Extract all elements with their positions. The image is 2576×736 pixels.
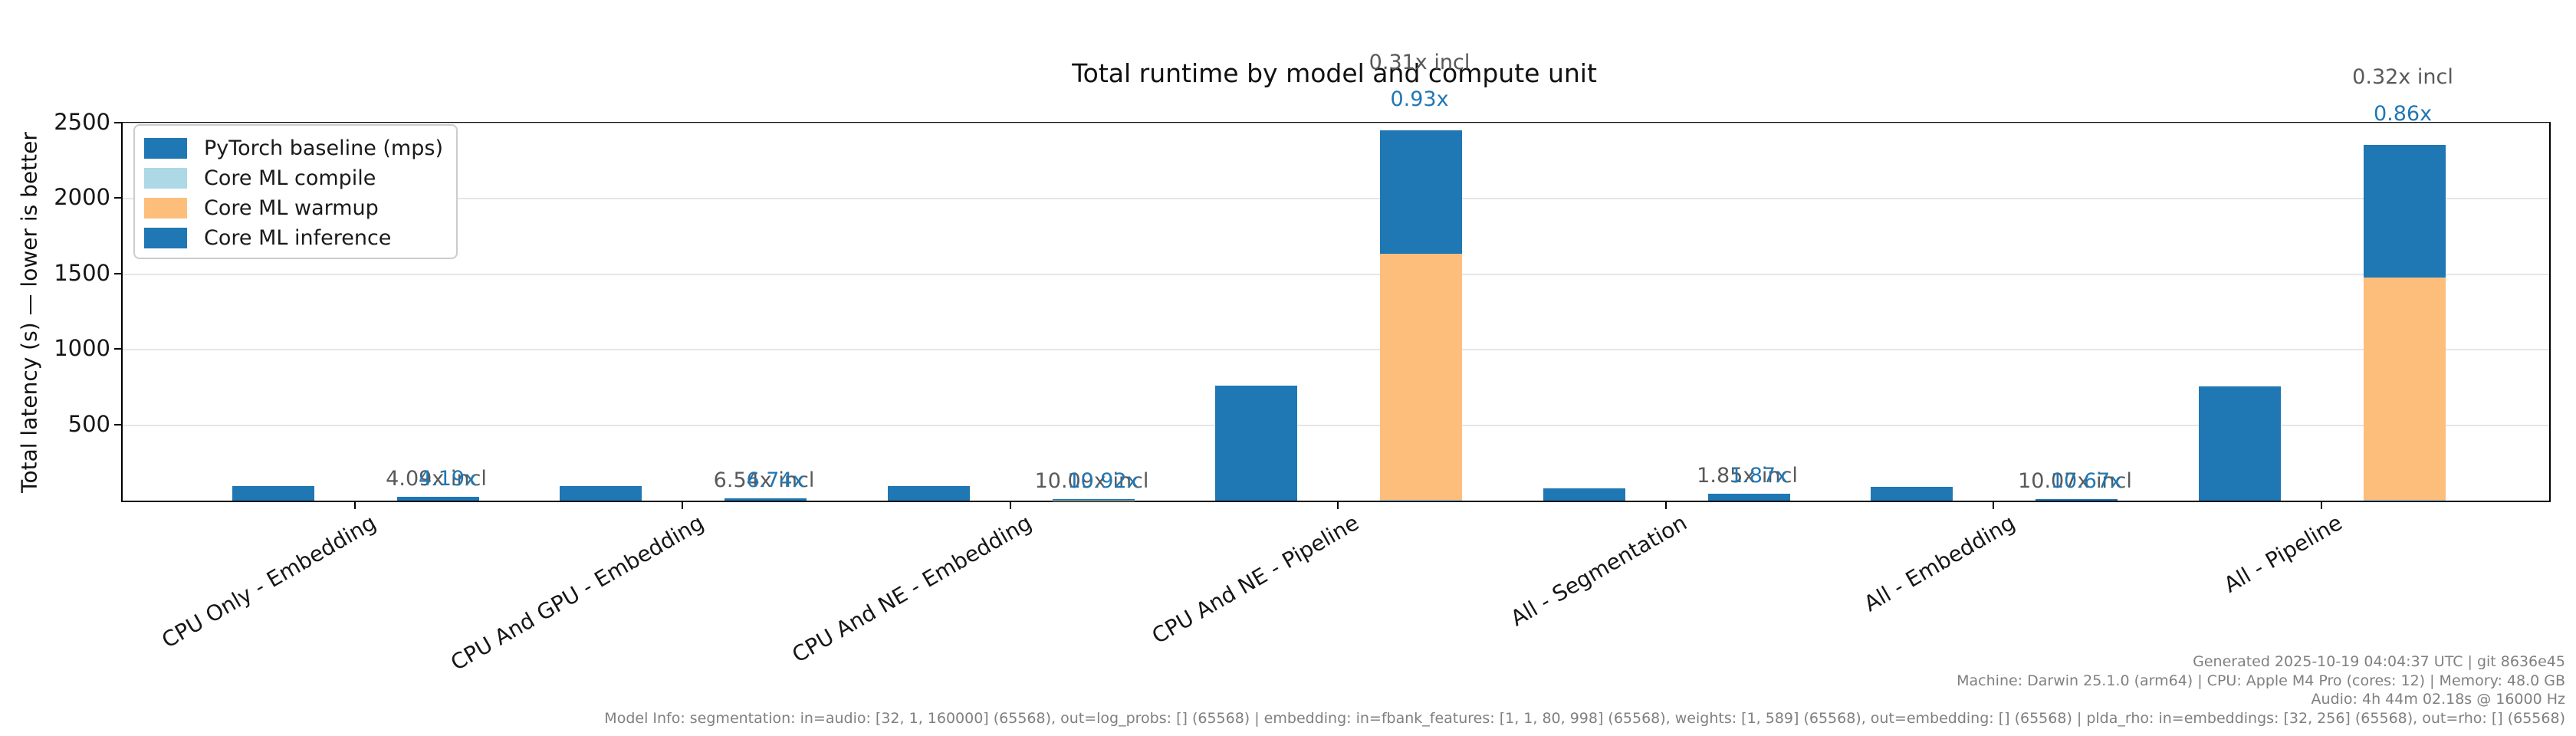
chart-title: Total runtime by model and compute unit xyxy=(1072,58,1597,88)
bar-coreml-stack xyxy=(724,498,807,501)
bar-coreml-stack xyxy=(1707,494,1790,501)
x-tick-mark xyxy=(353,501,356,509)
x-tick-label: All - Embedding xyxy=(1859,510,2019,617)
y-tick-label: 500 xyxy=(67,410,110,437)
speedup-incl-annotation: 0.31x incl xyxy=(1368,51,1470,75)
legend-item-label: Core ML compile xyxy=(204,166,376,190)
gridline-500 xyxy=(123,424,2549,426)
legend-item: PyTorch baseline (mps) xyxy=(144,133,456,163)
bar-pytorch-baseline xyxy=(1543,488,1625,501)
y-tick-label: 1000 xyxy=(54,335,110,362)
speedup-excl-annotation: 10.92x xyxy=(1067,469,1139,494)
bar-pytorch-baseline xyxy=(232,485,314,501)
x-tick-mark xyxy=(1337,501,1339,509)
speedup-incl-annotation: 4.09x incl xyxy=(386,467,487,491)
speedup-incl-annotation: 10.07x incl xyxy=(2018,469,2132,494)
segment-coreml-inference xyxy=(724,498,807,501)
speedup-excl-annotation: 1.87x xyxy=(1729,464,1789,488)
footer-line-3: Audio: 4h 44m 02.18s @ 16000 Hz xyxy=(2311,691,2565,708)
legend-swatch-inference xyxy=(144,228,187,248)
speedup-excl-annotation: 0.86x xyxy=(2373,101,2433,126)
y-axis-label: Total latency (s) — lower is better xyxy=(16,132,42,493)
segment-coreml-warmup xyxy=(2363,277,2446,501)
speedup-excl-annotation: 4.19x xyxy=(418,467,478,491)
speedup-excl-annotation: 10.67x xyxy=(2050,469,2123,494)
x-tick-mark xyxy=(1664,501,1667,509)
x-tick-mark xyxy=(1993,501,1994,509)
gridline-2000 xyxy=(123,198,2549,200)
x-tick-mark xyxy=(2320,501,2322,509)
legend-item: Core ML inference xyxy=(144,223,456,253)
footer-line-4: Model Info: segmentation: in=audio: [32,… xyxy=(604,709,2565,727)
legend-item-label: Core ML inference xyxy=(204,226,392,250)
legend-swatch-pytorch xyxy=(144,138,187,159)
x-tick-label: CPU And NE - Pipeline xyxy=(1148,510,1364,649)
y-tick-mark xyxy=(114,197,122,199)
segment-coreml-inference xyxy=(1380,130,1462,255)
y-tick-mark xyxy=(114,348,122,350)
bar-coreml-stack xyxy=(1052,499,1135,501)
segment-coreml-inference xyxy=(2363,144,2446,278)
y-tick-mark xyxy=(114,272,122,274)
y-tick-label: 2000 xyxy=(54,184,110,211)
x-tick-label: All - Pipeline xyxy=(2220,510,2347,598)
bar-pytorch-baseline xyxy=(887,486,970,501)
segment-coreml-compile xyxy=(1380,500,1462,501)
bar-pytorch-baseline xyxy=(1215,386,1297,501)
segment-coreml-inference xyxy=(2036,499,2118,501)
x-tick-label: CPU And NE - Embedding xyxy=(787,510,1036,668)
x-tick-mark xyxy=(1009,501,1011,509)
legend-item: Core ML compile xyxy=(144,163,456,193)
legend-swatch-warmup xyxy=(144,198,187,219)
speedup-excl-annotation: 6.74x xyxy=(746,468,805,493)
speedup-incl-annotation: 10.09x incl xyxy=(1034,469,1149,494)
gridline-1000 xyxy=(123,349,2549,351)
footer-meta: Generated 2025-10-19 04:04:37 UTC | git … xyxy=(604,652,2565,728)
segment-coreml-inference xyxy=(1052,499,1135,501)
speedup-incl-annotation: 0.32x incl xyxy=(2352,64,2453,89)
bar-pytorch-baseline xyxy=(560,486,642,501)
bar-pytorch-baseline xyxy=(1871,486,1953,501)
bar-coreml-stack xyxy=(1380,130,1462,501)
footer-line-2: Machine: Darwin 25.1.0 (arm64) | CPU: Ap… xyxy=(1957,672,2565,689)
speedup-incl-annotation: 1.85x incl xyxy=(1697,464,1798,488)
x-tick-mark xyxy=(682,501,683,509)
y-tick-label: 1500 xyxy=(54,259,110,286)
bar-coreml-stack xyxy=(2363,144,2446,501)
x-tick-label: All - Segmentation xyxy=(1506,510,1691,632)
bar-coreml-stack xyxy=(2036,499,2118,501)
x-tick-label: CPU And GPU - Embedding xyxy=(446,510,708,676)
y-tick-mark xyxy=(114,122,122,123)
segment-coreml-warmup xyxy=(1380,254,1462,501)
gridline-1500 xyxy=(123,273,2549,275)
segment-coreml-compile xyxy=(2363,500,2446,501)
y-tick-label: 2500 xyxy=(54,109,110,135)
segment-coreml-inference xyxy=(1707,494,1790,501)
legend-item-label: Core ML warmup xyxy=(204,196,379,220)
legend-item-label: PyTorch baseline (mps) xyxy=(204,136,443,160)
plot-area xyxy=(121,122,2551,502)
bar-coreml-stack xyxy=(396,497,479,501)
legend: PyTorch baseline (mps) Core ML compile Cor… xyxy=(133,124,458,259)
gridline-2500 xyxy=(123,123,2549,124)
y-tick-mark xyxy=(114,423,122,426)
bar-pytorch-baseline xyxy=(2198,386,2281,501)
legend-swatch-compile xyxy=(144,168,187,189)
segment-coreml-inference xyxy=(396,497,479,501)
x-tick-label: CPU Only - Embedding xyxy=(157,510,380,653)
speedup-incl-annotation: 6.54x incl xyxy=(713,468,815,493)
speedup-excl-annotation: 0.93x xyxy=(1390,87,1449,112)
legend-item: Core ML warmup xyxy=(144,193,456,223)
footer-line-1: Generated 2025-10-19 04:04:37 UTC | git … xyxy=(2193,653,2565,670)
